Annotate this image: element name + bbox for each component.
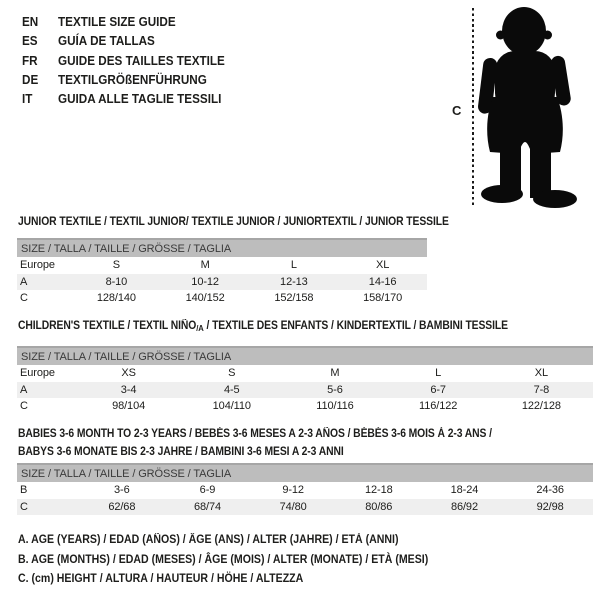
section-heading-children: CHILDREN'S TEXTILE / TEXTIL NIÑO/A / TEX… <box>18 320 508 333</box>
table-row: B 3-6 6-9 9-12 12-18 18-24 24-36 <box>17 482 593 499</box>
size-cell: 158/170 <box>363 292 403 305</box>
size-cell: 92/98 <box>536 500 564 513</box>
size-cell: 6-9 <box>199 484 216 497</box>
size-cell: 14-16 <box>368 275 397 288</box>
language-code: ES <box>22 33 38 49</box>
table-row: C 98/104 104/110 110/116 116/122 122/128 <box>17 398 593 415</box>
size-cell: 86/92 <box>450 500 478 513</box>
language-code: FR <box>22 52 38 68</box>
size-cell: 128/140 <box>96 292 136 305</box>
height-measure-label: C <box>452 103 462 118</box>
size-cell: L <box>435 367 442 380</box>
heading-text: / TEXTILE DES ENFANTS / KINDERTEXTIL / B… <box>203 320 508 332</box>
row-label: Europe <box>20 259 55 272</box>
size-cell: 5-6 <box>327 383 343 396</box>
size-cell: 18-24 <box>450 484 479 497</box>
size-cell: S <box>112 259 120 272</box>
language-row: DE TEXTILGRÖßENFÜHRUNG <box>22 70 225 89</box>
section-heading-babies: BABIES 3-6 MONTH TO 2-3 YEARS / BEBÉS 3-… <box>18 426 492 461</box>
height-measure-line <box>472 8 474 206</box>
size-cell: 6-7 <box>430 383 446 396</box>
size-cell: 12-13 <box>280 275 308 288</box>
table-row: C 62/68 68/74 74/80 80/86 86/92 92/98 <box>17 498 593 515</box>
language-title: TEXTILGRÖßENFÜHRUNG <box>58 71 207 87</box>
table-header-row: SIZE / TALLA / TAILLE / GRÖSSE / TAGLIA <box>17 463 593 482</box>
size-cell: 122/128 <box>521 400 561 413</box>
row-label: Europe <box>20 367 55 380</box>
row-label: C <box>20 292 28 305</box>
row-label: C <box>20 500 28 513</box>
section-heading-junior: JUNIOR TEXTILE / TEXTIL JUNIOR/ TEXTILE … <box>18 216 449 228</box>
size-cell: 7-8 <box>533 383 550 396</box>
size-cell: 12-18 <box>364 484 393 497</box>
language-code: IT <box>22 91 33 107</box>
table-row: A 3-4 4-5 5-6 6-7 7-8 <box>17 381 593 398</box>
table-row: Europe XS S M L XL <box>17 365 593 382</box>
size-cell: 8-10 <box>105 275 128 288</box>
size-cell: 4-5 <box>223 383 240 396</box>
language-row: EN TEXTILE SIZE GUIDE <box>22 12 225 31</box>
size-cell: S <box>228 367 236 380</box>
size-cell: 98/104 <box>112 400 146 413</box>
row-label: B <box>20 484 28 497</box>
size-cell: M <box>200 259 210 272</box>
legend-line-a: A. AGE (YEARS) / EDAD (AÑOS) / ÂGE (ANS)… <box>18 534 399 546</box>
heading-text: CHILDREN'S TEXTILE / TEXTIL NIÑO <box>18 320 197 332</box>
size-cell: XL <box>534 367 548 380</box>
row-label: C <box>20 400 28 413</box>
size-cell: 140/152 <box>185 292 225 305</box>
language-row: ES GUÍA DE TALLAS <box>22 31 225 50</box>
junior-size-table: SIZE / TALLA / TAILLE / GRÖSSE / TAGLIA … <box>17 238 427 307</box>
baby-silhouette-figure <box>478 7 577 208</box>
size-cell: XL <box>375 259 390 272</box>
language-title: GUÍA DE TALLAS <box>58 33 155 49</box>
babies-size-table: SIZE / TALLA / TAILLE / GRÖSSE / TAGLIA … <box>17 463 593 515</box>
legend-line-b: B. AGE (MONTHS) / EDAD (MESES) / ÂGE (MO… <box>18 553 429 566</box>
size-cell: 152/158 <box>274 292 314 305</box>
size-cell: 24-36 <box>536 484 564 497</box>
table-header-bar: SIZE / TALLA / TAILLE / GRÖSSE / TAGLIA <box>17 463 593 482</box>
size-cell: M <box>330 367 340 380</box>
language-title: GUIDA ALLE TAGLIE TESSILI <box>58 91 222 107</box>
size-cell: L <box>290 259 297 272</box>
heading-subscript: /A <box>196 323 204 333</box>
legend: A. AGE (YEARS) / EDAD (AÑOS) / ÂGE (ANS)… <box>18 531 428 590</box>
language-code: EN <box>22 14 39 29</box>
language-code: DE <box>22 71 39 87</box>
size-cell: 3-6 <box>114 484 130 497</box>
size-cell: 68/74 <box>193 500 221 513</box>
legend-line-c: C. (cm) HEIGHT / ALTURA / HAUTEUR / HÖHE… <box>18 573 304 586</box>
heading-line: BABIES 3-6 MONTH TO 2-3 YEARS / BEBÉS 3-… <box>18 428 492 440</box>
table-row: C 128/140 140/152 152/158 158/170 <box>17 290 427 307</box>
table-header-row: SIZE / TALLA / TAILLE / GRÖSSE / TAGLIA <box>17 238 427 257</box>
table-row: A 8-10 10-12 12-13 14-16 <box>17 273 427 290</box>
language-row: FR GUIDE DES TAILLES TEXTILE <box>22 51 225 70</box>
language-list: EN TEXTILE SIZE GUIDE ES GUÍA DE TALLAS … <box>22 12 225 108</box>
size-cell: 3-4 <box>120 383 137 396</box>
row-label: A <box>20 383 28 396</box>
language-title: GUIDE DES TAILLES TEXTILE <box>58 52 225 68</box>
size-cell: 104/110 <box>212 400 251 413</box>
language-title: TEXTILE SIZE GUIDE <box>58 14 176 29</box>
size-cell: 10-12 <box>191 275 219 288</box>
table-header-bar: SIZE / TALLA / TAILLE / GRÖSSE / TAGLIA <box>17 238 427 257</box>
size-cell: 9-12 <box>282 484 304 497</box>
size-cell: 74/80 <box>279 500 307 513</box>
language-row: IT GUIDA ALLE TAGLIE TESSILI <box>22 89 225 108</box>
size-cell: 116/122 <box>419 400 458 413</box>
children-size-table: SIZE / TALLA / TAILLE / GRÖSSE / TAGLIA … <box>17 346 593 415</box>
table-row: Europe S M L XL <box>17 257 427 274</box>
size-cell: XS <box>121 367 136 380</box>
table-header-bar: SIZE / TALLA / TAILLE / GRÖSSE / TAGLIA <box>17 346 593 365</box>
size-cell: 62/68 <box>108 500 136 513</box>
size-cell: 110/116 <box>316 400 354 413</box>
size-cell: 80/86 <box>365 500 393 513</box>
heading-line: BABYS 3-6 MONATE BIS 2-3 JAHRE / BAMBINI… <box>18 445 344 458</box>
row-label: A <box>20 275 28 288</box>
table-header-row: SIZE / TALLA / TAILLE / GRÖSSE / TAGLIA <box>17 346 593 365</box>
